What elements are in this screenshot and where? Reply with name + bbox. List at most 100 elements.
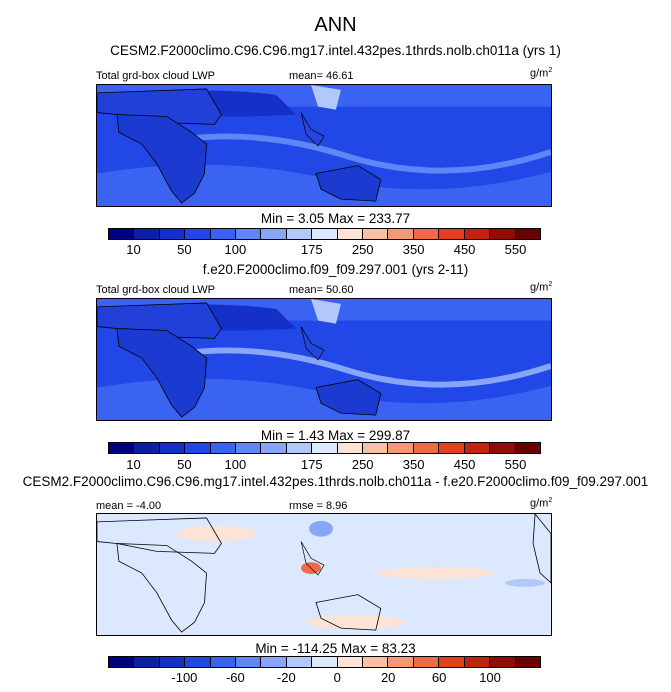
- panel3-stats: Min = -114.25 Max = 83.23: [255, 641, 416, 656]
- positive-anomaly: [375, 567, 496, 579]
- positive-anomaly: [176, 525, 257, 542]
- colorbar-tick-label: 350: [402, 242, 425, 257]
- asia-highland: [311, 85, 341, 110]
- colorbar-cell: [261, 443, 287, 453]
- colorbar-cell: [439, 443, 465, 453]
- colorbar-cell: [413, 443, 440, 453]
- colorbar-tick-label: 550: [504, 457, 527, 472]
- colorbar-cell: [109, 443, 135, 453]
- colorbar-cell: [464, 229, 491, 239]
- panel3-map-svg: [97, 514, 551, 635]
- colorbar-cell: [261, 657, 287, 667]
- panel1-map: [96, 84, 552, 207]
- colorbar-tick-label: 10: [126, 457, 141, 472]
- colorbar-tick-label: 50: [177, 242, 192, 257]
- colorbar-cell: [134, 229, 160, 239]
- panel3-header: CESM2.F2000climo.C96.C96.mg17.intel.432p…: [22, 474, 649, 489]
- itcz-band: [156, 347, 551, 388]
- colorbar-cell: [490, 229, 516, 239]
- colorbar-tick-label: 350: [402, 457, 425, 472]
- colorbar-tick-label: -100: [171, 670, 198, 685]
- colorbar-cell: [363, 229, 389, 239]
- colorbar-cell: [337, 657, 364, 667]
- panel2-mean-label: mean= 50.60: [289, 284, 354, 296]
- colorbar-cell: [134, 443, 160, 453]
- panel2-stats: Min = 1.43 Max = 299.87: [260, 428, 411, 443]
- africa-outline: [116, 114, 207, 204]
- panel2-colorbar: [108, 442, 541, 454]
- colorbar-tick-label: 20: [380, 670, 396, 685]
- negative-anomaly: [505, 578, 546, 587]
- colorbar-cell: [363, 657, 389, 667]
- panel3-colorbar-ticks: -100 -60 -20 0 20 60 100: [108, 670, 541, 686]
- colorbar-tick-label: 450: [453, 457, 476, 472]
- panel2-header: f.e20.F2000climo.f09_f09.297.001 (yrs 2-…: [202, 262, 469, 277]
- colorbar-cell: [515, 443, 540, 453]
- colorbar-tick-label: 100: [479, 670, 501, 685]
- negative-anomaly: [309, 520, 333, 537]
- africa-outline: [116, 543, 207, 633]
- southeast-asia-outline: [300, 541, 325, 576]
- colorbar-cell: [388, 443, 414, 453]
- southeast-asia-outline: [300, 112, 325, 147]
- colorbar-cell: [515, 229, 540, 239]
- colorbar-tick-label: 250: [351, 242, 374, 257]
- colorbar-cell: [159, 229, 186, 239]
- colorbar-cell: [490, 657, 516, 667]
- colorbar-cell: [185, 229, 211, 239]
- continent-outline: [97, 517, 222, 554]
- page-title: ANN: [314, 14, 357, 36]
- colorbar-tick-label: 450: [453, 242, 476, 257]
- panel3-units: g/m2: [530, 497, 553, 510]
- colorbar-tick-label: 10: [126, 242, 141, 257]
- colorbar-cell: [337, 443, 364, 453]
- colorbar-tick-label: 100: [224, 457, 247, 472]
- colorbar-cell: [159, 657, 186, 667]
- colorbar-cell: [464, 657, 491, 667]
- panel2-map-svg: [97, 299, 551, 420]
- colorbar-cell: [312, 229, 338, 239]
- colorbar-cell: [464, 443, 491, 453]
- colorbar-cell: [109, 657, 135, 667]
- panel3-map: [96, 513, 552, 636]
- colorbar-cell: [261, 229, 287, 239]
- colorbar-tick-label: 175: [300, 457, 323, 472]
- australia-outline: [315, 379, 382, 416]
- panel1-map-svg: [97, 85, 551, 206]
- panel1-mean-label: mean= 46.61: [289, 70, 354, 82]
- australia-outline: [315, 165, 382, 202]
- colorbar-cell: [388, 229, 414, 239]
- colorbar-cell: [490, 443, 516, 453]
- panel2-colorbar-ticks: 10 50 100 175 250 350 450 550: [108, 457, 541, 473]
- colorbar-cell: [515, 657, 540, 667]
- panel1-left-label: Total grd-box cloud LWP: [96, 70, 216, 82]
- africa-outline: [116, 328, 207, 418]
- colorbar-cell: [413, 657, 440, 667]
- colorbar-cell: [413, 229, 440, 239]
- colorbar-cell: [286, 229, 313, 239]
- positive-anomaly: [306, 615, 406, 630]
- colorbar-cell: [312, 443, 338, 453]
- colorbar-tick-label: 60: [431, 670, 447, 685]
- colorbar-cell: [210, 443, 237, 453]
- colorbar-tick-label: -20: [276, 670, 296, 685]
- colorbar-cell: [109, 229, 135, 239]
- colorbar-cell: [236, 657, 262, 667]
- colorbar-cell: [185, 443, 211, 453]
- panel1-colorbar-ticks: 10 50 100 175 250 350 450 550: [108, 242, 541, 258]
- americas-outline: [532, 514, 551, 584]
- colorbar-cell: [286, 443, 313, 453]
- panel3-left-label: mean = -4.00: [96, 500, 162, 512]
- colorbar-tick-label: 100: [224, 242, 247, 257]
- colorbar-tick-label: 175: [300, 242, 323, 257]
- asia-highland: [311, 299, 341, 324]
- colorbar-cell: [439, 229, 465, 239]
- panel2-left-label: Total grd-box cloud LWP: [96, 284, 216, 296]
- colorbar-cell: [185, 657, 211, 667]
- colorbar-cell: [439, 657, 465, 667]
- colorbar-cell: [286, 657, 313, 667]
- colorbar-tick-label: -60: [225, 670, 245, 685]
- colorbar-cell: [236, 443, 262, 453]
- panel2-units: g/m2: [530, 281, 553, 294]
- australia-outline: [315, 594, 382, 631]
